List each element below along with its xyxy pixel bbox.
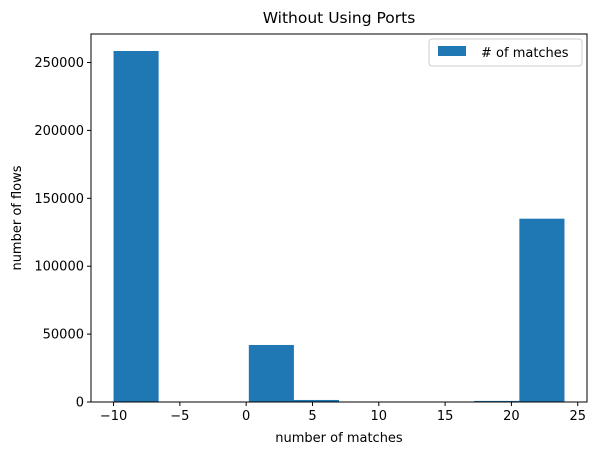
y-tick-label: 0 <box>76 396 84 411</box>
x-axis-label: number of matches <box>275 431 403 446</box>
x-tick-label: 20 <box>503 409 520 424</box>
y-tick-label: 100000 <box>34 260 84 275</box>
legend-entry-label: # of matches <box>481 46 569 61</box>
x-axis-ticks: −10 −5 0 5 10 15 20 25 <box>100 402 586 424</box>
y-axis-ticks: 0 50000 100000 150000 200000 250000 <box>34 56 91 411</box>
x-tick-label: 0 <box>242 409 250 424</box>
y-tick-label: 250000 <box>34 56 84 71</box>
y-tick-label: 50000 <box>43 328 84 343</box>
x-tick-label: 15 <box>437 409 454 424</box>
legend-box <box>428 38 583 67</box>
chart-title: Without Using Ports <box>263 9 416 27</box>
bar-3 <box>248 344 294 402</box>
bar-8 <box>474 400 520 402</box>
bar-0 <box>113 50 159 402</box>
x-tick-label: 10 <box>371 409 388 424</box>
plot-frame <box>90 33 588 403</box>
x-tick-label: −5 <box>170 409 189 424</box>
legend: # of matches <box>428 38 583 67</box>
bars-group <box>113 50 565 402</box>
bar-9 <box>519 218 565 402</box>
x-tick-label: 25 <box>569 409 586 424</box>
bar-4 <box>293 399 339 402</box>
y-tick-label: 150000 <box>34 192 84 207</box>
y-tick-label: 200000 <box>34 124 84 139</box>
legend-swatch <box>438 46 466 56</box>
x-tick-label: −10 <box>100 409 127 424</box>
y-axis-label: number of flows <box>10 165 25 270</box>
x-tick-label: 5 <box>308 409 316 424</box>
